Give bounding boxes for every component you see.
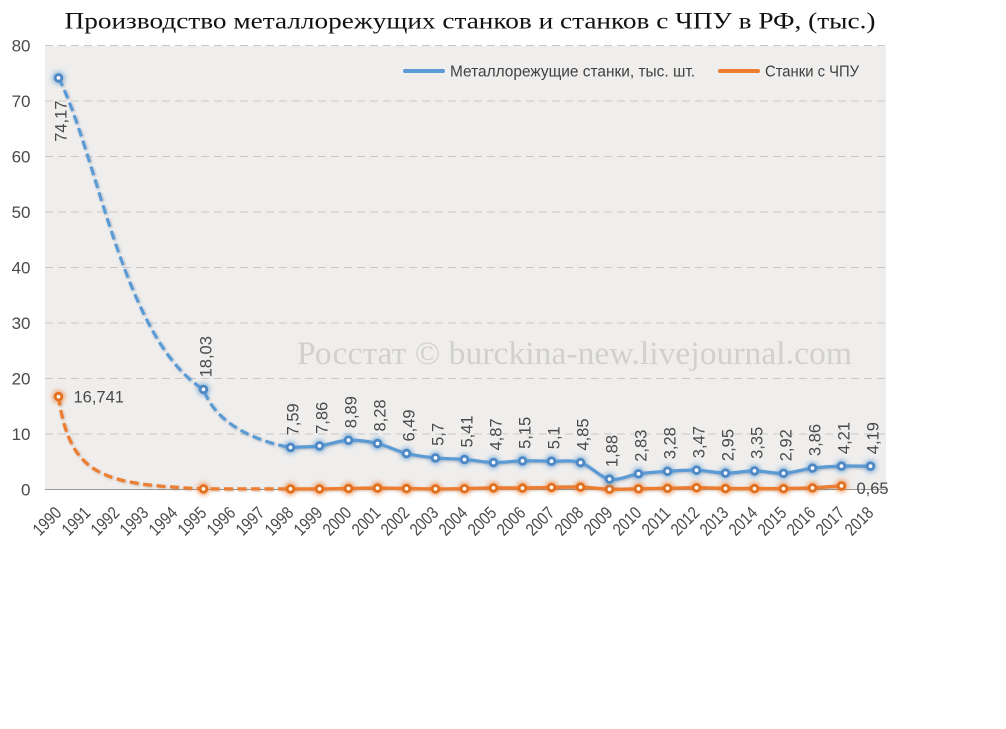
svg-text:5,41: 5,41 <box>459 415 477 447</box>
svg-text:2002: 2002 <box>377 503 414 540</box>
svg-text:10: 10 <box>12 425 31 444</box>
svg-text:3,28: 3,28 <box>662 427 680 459</box>
svg-text:2,83: 2,83 <box>633 430 651 462</box>
svg-text:2008: 2008 <box>551 503 588 540</box>
svg-text:8,28: 8,28 <box>372 399 390 431</box>
svg-text:3,47: 3,47 <box>691 426 709 458</box>
svg-text:2015: 2015 <box>754 503 791 540</box>
svg-text:18,03: 18,03 <box>198 336 216 377</box>
svg-text:5,15: 5,15 <box>517 417 535 449</box>
svg-text:2004: 2004 <box>435 503 472 540</box>
svg-text:30: 30 <box>12 314 31 333</box>
svg-text:1998: 1998 <box>261 503 298 540</box>
svg-text:4,21: 4,21 <box>836 422 854 454</box>
svg-text:5,1: 5,1 <box>546 426 564 449</box>
svg-text:1999: 1999 <box>290 503 327 540</box>
svg-text:8,89: 8,89 <box>343 396 361 428</box>
svg-text:70: 70 <box>12 92 31 111</box>
svg-text:20: 20 <box>12 369 31 388</box>
svg-text:1995: 1995 <box>174 503 211 540</box>
svg-text:2009: 2009 <box>580 503 617 540</box>
svg-text:2001: 2001 <box>348 503 385 540</box>
svg-text:2010: 2010 <box>609 503 646 540</box>
svg-text:1991: 1991 <box>58 503 95 540</box>
svg-text:4,85: 4,85 <box>575 418 593 450</box>
svg-text:74,17: 74,17 <box>53 101 71 142</box>
svg-text:0,65: 0,65 <box>857 480 889 498</box>
svg-text:6,49: 6,49 <box>401 409 419 441</box>
svg-text:2,95: 2,95 <box>720 429 738 461</box>
svg-text:2,92: 2,92 <box>778 429 796 461</box>
svg-text:2003: 2003 <box>406 503 443 540</box>
svg-text:2007: 2007 <box>522 503 559 540</box>
svg-text:7,86: 7,86 <box>314 402 332 434</box>
svg-text:2017: 2017 <box>812 503 849 540</box>
svg-text:4,87: 4,87 <box>488 418 506 450</box>
svg-text:50: 50 <box>12 203 31 222</box>
svg-text:2011: 2011 <box>638 503 675 540</box>
svg-text:2013: 2013 <box>696 503 733 540</box>
svg-text:1992: 1992 <box>87 503 124 540</box>
svg-text:4,19: 4,19 <box>865 422 883 454</box>
svg-text:1997: 1997 <box>232 503 269 540</box>
svg-text:1994: 1994 <box>145 503 182 540</box>
svg-text:Производство металлорежущих ст: Производство металлорежущих станков и ст… <box>65 9 876 35</box>
svg-text:2018: 2018 <box>841 503 878 540</box>
svg-text:5,7: 5,7 <box>430 423 448 446</box>
svg-text:1,88: 1,88 <box>604 435 622 467</box>
svg-text:1996: 1996 <box>203 503 240 540</box>
svg-text:16,741: 16,741 <box>74 389 124 407</box>
svg-text:3,35: 3,35 <box>749 427 767 459</box>
svg-text:2006: 2006 <box>493 503 530 540</box>
svg-text:2012: 2012 <box>667 503 704 540</box>
svg-text:80: 80 <box>12 36 31 55</box>
svg-text:Росстат © burckina-new.livejou: Росстат © burckina-new.livejournal.com <box>297 336 852 372</box>
svg-text:2005: 2005 <box>464 503 501 540</box>
svg-text:2014: 2014 <box>725 503 762 540</box>
svg-text:40: 40 <box>12 258 31 277</box>
svg-text:1993: 1993 <box>116 503 153 540</box>
svg-text:0: 0 <box>21 480 30 499</box>
svg-text:2000: 2000 <box>319 503 356 540</box>
svg-text:1990: 1990 <box>29 503 66 540</box>
svg-text:Станки с ЧПУ: Станки с ЧПУ <box>765 64 859 81</box>
svg-text:2016: 2016 <box>783 503 820 540</box>
svg-text:3,86: 3,86 <box>807 424 825 456</box>
svg-text:7,59: 7,59 <box>285 403 303 435</box>
svg-text:60: 60 <box>12 147 31 166</box>
svg-text:Металлорежущие станки, тыс. шт: Металлорежущие станки, тыс. шт. <box>450 64 695 81</box>
